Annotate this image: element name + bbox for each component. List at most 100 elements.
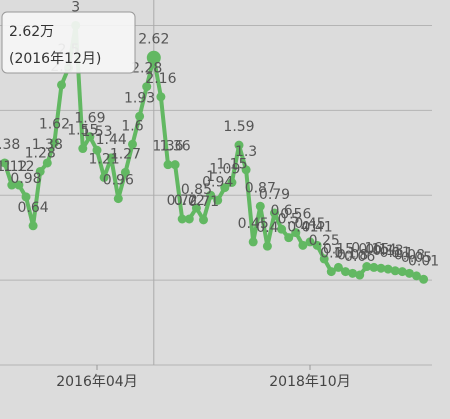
point [156,92,166,102]
value-label: 0.96 [103,173,134,189]
value-label: 1.62 [39,117,70,133]
value-label: 0.79 [259,187,290,203]
point [14,180,24,190]
x-tick-label: 2018年10月 [269,374,350,390]
point [241,165,251,175]
value-label: 0.72 [174,193,205,209]
value-label: 0.06 [344,249,375,265]
value-label: 1.27 [110,146,141,162]
point [234,140,244,150]
point [390,266,400,276]
value-label: 0.14 [365,242,396,258]
value-label: 3 [71,0,80,15]
value-label: 1.36 [152,139,183,155]
value-label: 0.71 [188,194,219,210]
value-label: 0.45 [294,216,325,232]
point [163,160,173,170]
value-label: 0.1 [334,246,356,262]
value-label: 0.72 [167,193,198,209]
point [376,263,386,273]
value-label: 1.53 [81,124,112,140]
point [291,228,301,238]
value-label: 0.1 [320,246,342,262]
point [35,166,45,176]
value-label: 1.6 [121,118,143,134]
point [319,254,329,264]
point [341,267,350,277]
value-label: 0.64 [18,200,49,216]
value-label: 0.13 [373,243,404,259]
point [412,271,421,281]
point [333,262,343,272]
point [206,190,216,200]
value-label: 0.41 [302,219,333,235]
value-label: 1.15 [216,157,247,173]
x-tick-label: 2016年04月 [56,374,137,390]
point [255,201,265,211]
point [177,214,187,224]
value-label: 1.38 [32,137,63,153]
point [419,274,429,284]
value-label: 1.09 [209,162,240,178]
point [184,214,194,224]
point [57,80,66,90]
point [383,264,393,274]
point [277,224,287,234]
value-label: 0.1 [391,246,413,262]
point [355,270,365,280]
point [298,240,308,250]
point [305,237,315,247]
value-label: 1.21 [89,151,120,167]
value-label: 1.3 [235,144,257,160]
point [113,194,123,204]
value-label: 0.08 [337,247,368,263]
value-label: 2.28 [131,61,162,77]
value-label: 0.01 [408,253,439,269]
point [42,158,52,168]
value-label: 0.16 [351,241,382,257]
point [227,178,237,187]
value-label: 2.16 [145,71,176,87]
point [128,139,137,149]
point [191,203,201,213]
tooltip-text: 2.62万 [9,24,54,40]
value-label: 2.62 [138,32,169,48]
point [106,153,116,163]
point [404,268,414,278]
point [0,158,10,168]
point [142,82,152,92]
point [284,233,294,243]
point [199,215,208,225]
value-label: 0.15 [358,241,389,257]
point [49,138,59,148]
value-label: 1.28 [25,145,56,161]
value-label: 0.6 [270,203,292,219]
value-label: 0.08 [394,247,425,263]
point [270,208,279,218]
value-label: 1.36 [160,139,191,155]
point [170,160,180,170]
point [92,145,102,155]
point [120,167,130,177]
point [362,262,372,272]
value-label: 1.12 [0,159,27,175]
point [99,172,109,182]
value-label: 0.85 [181,182,212,198]
value-label: 0.5 [278,212,300,228]
point [248,237,258,247]
value-label: 0.45 [238,216,269,232]
point [135,111,145,121]
tooltip-text: (2016年12月) [9,51,101,67]
tooltip-box [1,11,136,74]
point [85,132,95,142]
value-label: 1 [206,169,215,185]
value-label: 0.98 [10,171,41,187]
value-label: 1.55 [67,123,98,139]
value-label: 0.87 [245,180,276,196]
value-label: 1.44 [96,132,127,148]
point [312,240,322,250]
value-label: 0.15 [323,241,354,257]
point [262,241,272,251]
